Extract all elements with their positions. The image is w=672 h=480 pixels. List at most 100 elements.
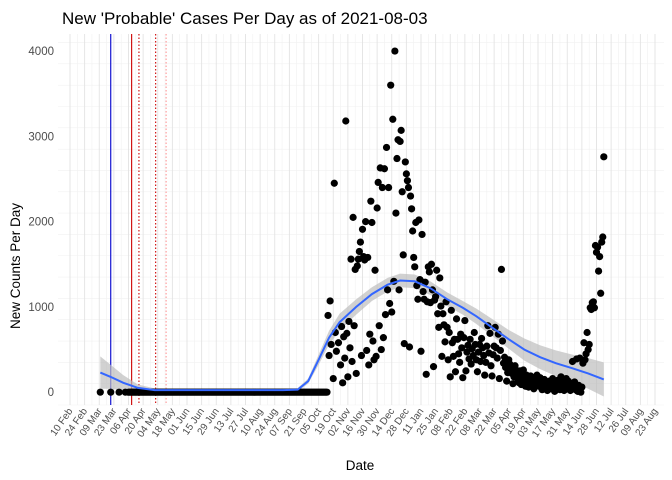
data-point bbox=[463, 348, 471, 356]
data-point bbox=[590, 304, 599, 312]
data-point bbox=[462, 367, 470, 375]
data-point bbox=[400, 339, 408, 348]
data-point bbox=[456, 358, 464, 366]
data-point bbox=[438, 352, 446, 360]
data-point bbox=[375, 322, 383, 330]
data-point bbox=[373, 204, 381, 212]
data-point bbox=[355, 247, 363, 256]
data-point bbox=[427, 260, 436, 268]
data-point bbox=[323, 388, 331, 396]
smooth-trend-line bbox=[99, 279, 605, 392]
data-point bbox=[425, 268, 433, 276]
data-point bbox=[367, 197, 375, 205]
y-tick-label: 3000 bbox=[28, 131, 54, 143]
data-point bbox=[392, 209, 400, 217]
data-point bbox=[459, 374, 467, 382]
data-point bbox=[347, 255, 355, 263]
data-point bbox=[107, 388, 115, 396]
data-point bbox=[496, 346, 504, 355]
data-point bbox=[433, 266, 441, 274]
data-point bbox=[388, 308, 396, 316]
data-point bbox=[429, 363, 438, 371]
data-point bbox=[386, 299, 394, 308]
data-point bbox=[121, 388, 129, 396]
data-point bbox=[583, 328, 591, 337]
data-point bbox=[458, 344, 466, 352]
data-point bbox=[477, 334, 486, 343]
chart-title: New 'Probable' Cases Per Day as of 2021-… bbox=[62, 9, 428, 28]
x-axis-title: Date bbox=[346, 458, 375, 473]
data-point bbox=[444, 356, 452, 364]
data-point bbox=[407, 205, 416, 213]
smooth-line-group bbox=[99, 279, 605, 392]
data-point bbox=[382, 143, 391, 152]
data-point bbox=[356, 238, 365, 246]
data-point bbox=[387, 81, 395, 89]
data-point bbox=[498, 337, 507, 345]
data-point bbox=[364, 253, 372, 262]
data-point bbox=[509, 380, 517, 388]
data-point bbox=[493, 354, 501, 362]
data-point bbox=[330, 179, 338, 187]
data-point bbox=[581, 356, 589, 364]
data-point bbox=[336, 361, 345, 369]
grid bbox=[58, 34, 664, 406]
data-point bbox=[352, 369, 360, 378]
data-point bbox=[447, 306, 455, 314]
data-point bbox=[345, 317, 353, 326]
data-point bbox=[395, 286, 403, 294]
data-point bbox=[381, 310, 390, 319]
data-point bbox=[461, 316, 469, 325]
data-point bbox=[358, 225, 367, 233]
data-point bbox=[350, 322, 358, 330]
data-point bbox=[495, 374, 503, 383]
data-point bbox=[353, 262, 361, 270]
data-point bbox=[596, 253, 604, 261]
data-point bbox=[404, 183, 413, 192]
data-point bbox=[357, 351, 366, 360]
data-point bbox=[349, 213, 357, 221]
data-point bbox=[366, 330, 374, 338]
data-point bbox=[589, 298, 597, 306]
data-point bbox=[406, 192, 415, 200]
data-point bbox=[326, 297, 334, 305]
data-point bbox=[487, 362, 495, 370]
data-point bbox=[362, 218, 370, 226]
data-point bbox=[410, 253, 418, 262]
data-point bbox=[324, 311, 332, 320]
data-point bbox=[593, 243, 602, 251]
data-point bbox=[380, 165, 389, 173]
data-point bbox=[594, 267, 603, 275]
data-point bbox=[346, 344, 354, 352]
y-tick-label: 1000 bbox=[28, 302, 54, 314]
data-point bbox=[421, 278, 429, 286]
data-point bbox=[455, 350, 463, 358]
data-point bbox=[417, 347, 425, 355]
data-point bbox=[334, 339, 343, 347]
data-point bbox=[391, 47, 399, 55]
data-point bbox=[383, 286, 392, 294]
data-point bbox=[488, 372, 496, 380]
data-point bbox=[466, 335, 474, 343]
y-tick-label: 0 bbox=[48, 387, 54, 399]
data-point bbox=[342, 117, 350, 125]
data-point bbox=[434, 310, 442, 318]
data-point bbox=[451, 368, 460, 376]
data-point bbox=[365, 361, 373, 369]
data-point bbox=[473, 368, 482, 376]
data-point bbox=[437, 302, 445, 310]
data-point bbox=[377, 345, 385, 354]
data-point bbox=[339, 379, 347, 387]
data-point bbox=[372, 352, 380, 360]
data-point bbox=[409, 227, 417, 235]
data-point bbox=[422, 370, 430, 378]
data-point bbox=[397, 126, 405, 134]
data-point bbox=[329, 374, 337, 383]
data-point bbox=[597, 289, 605, 297]
data-point bbox=[405, 343, 414, 351]
data-point bbox=[399, 251, 407, 259]
data-point bbox=[396, 137, 404, 146]
data-point bbox=[467, 360, 475, 368]
